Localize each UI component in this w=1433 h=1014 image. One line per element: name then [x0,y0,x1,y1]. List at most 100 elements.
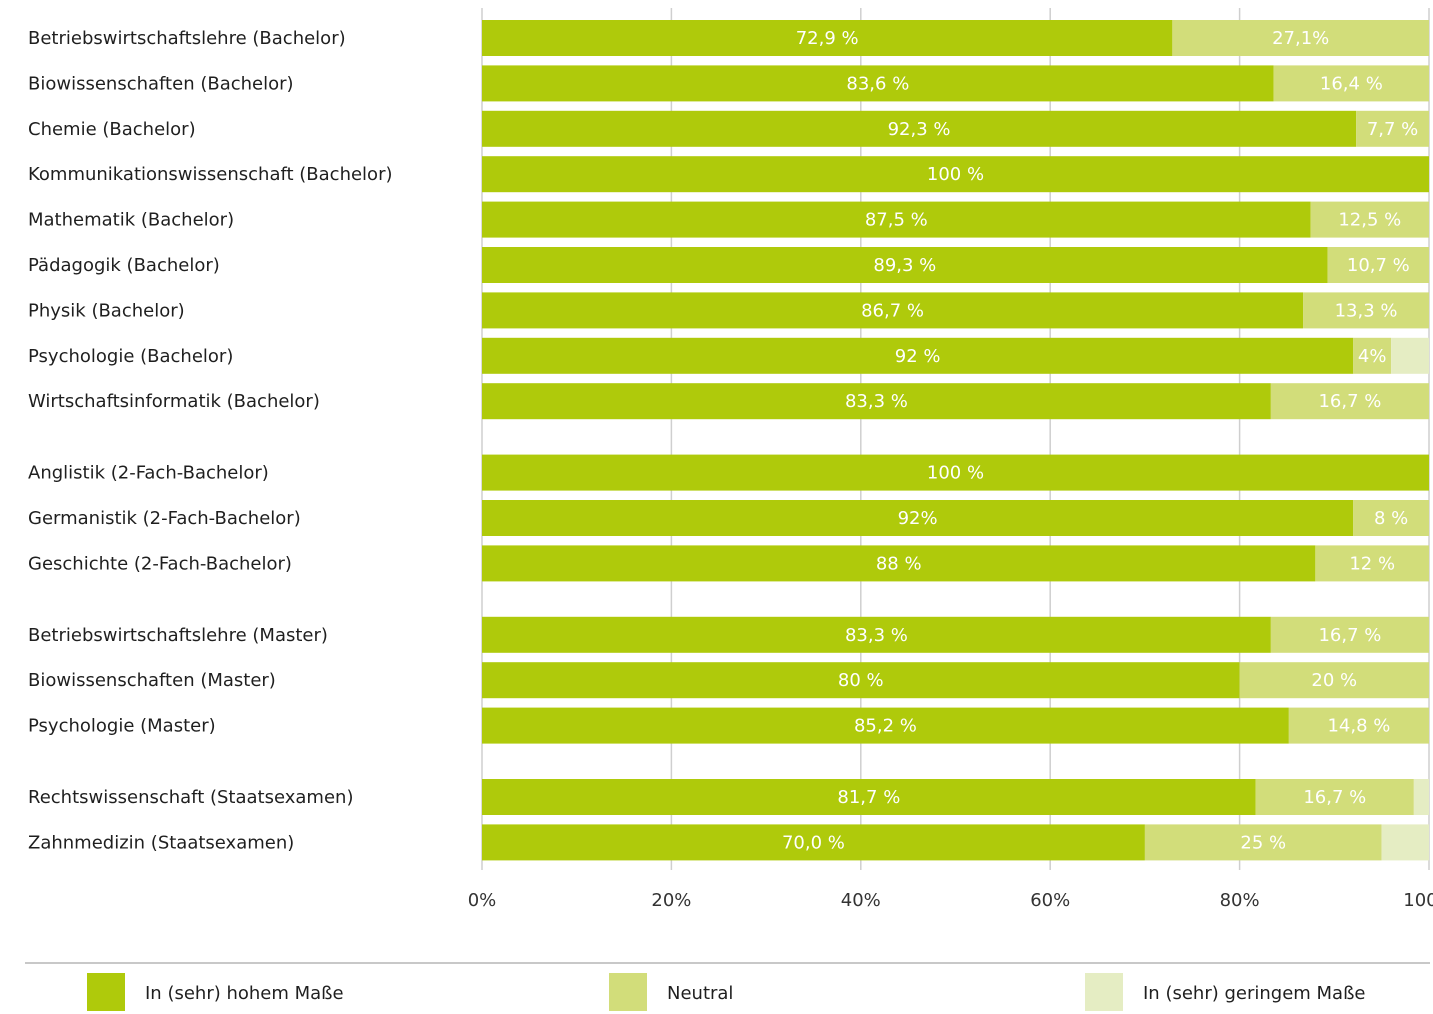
bar-value-label: 7,7 % [1367,119,1418,140]
bar-value-label: 80 % [838,670,884,691]
x-tick-label: 60% [1030,890,1070,911]
legend-label: In (sehr) hohem Maße [145,983,344,1004]
bar-segment-2 [1255,779,1414,815]
bar-value-label: 16,7 % [1303,787,1366,808]
category-label: Betriebswirtschaftslehre (Bachelor) [28,28,346,49]
legend-swatch [87,973,125,1011]
bar-segment-1 [482,545,1316,582]
category-label: Pädagogik (Bachelor) [28,255,220,276]
category-label: Rechtswissenschaft (Staatsexamen) [28,787,353,808]
bar-segment-2 [1273,65,1429,102]
legend-swatch [609,973,647,1011]
x-tick-label: 80% [1220,890,1260,911]
x-tick-label: 40% [841,890,881,911]
bar-value-label: 16,7 % [1318,391,1381,412]
bar-segment-1 [482,247,1328,283]
bar-value-label: 81,7 % [837,787,900,808]
bar-segment-2 [1303,292,1429,329]
bar-value-label: 4% [1358,346,1387,367]
bar-segment-1 [482,500,1354,536]
bar-value-label: 70,0 % [782,832,845,853]
bar-value-label: 92 % [895,346,941,367]
bars: 72,9 % 27,1% 83,6 % 16,4 % 92,3 % 7,7 % 100 % 8… [482,20,1429,861]
bar-segment-1 [482,383,1271,420]
bar-segment-1 [482,65,1274,102]
bar-segment-2 [1270,383,1429,420]
category-label: Biowissenschaften (Bachelor) [28,73,294,94]
bar-segment-3 [1413,779,1429,815]
category-label: Kommunikationswissenschaft (Bachelor) [28,164,393,185]
bar-segment-1 [482,20,1173,56]
bar-segment-2 [1356,110,1429,147]
bar-segment-2 [1353,337,1392,374]
bar-segment-2 [1353,500,1429,536]
bar-value-label: 25 % [1240,832,1286,853]
bar-value-label: 10,7 % [1347,255,1410,276]
bar-value-label: 86,7 % [861,300,924,321]
category-labels: Betriebswirtschaftslehre (Bachelor) Biowi… [28,28,393,853]
category-label: Psychologie (Master) [28,716,216,737]
category-label: Betriebswirtschaftslehre (Master) [28,625,328,646]
bar-value-label: 85,2 % [854,716,917,737]
bar-segment-2 [1144,824,1382,861]
bar-segment-2 [1270,616,1429,653]
bar-value-label: 8 % [1374,508,1408,529]
x-tick-label: 0% [468,890,497,911]
bar-segment-1 [482,201,1311,238]
x-tick-label: 100% [1403,890,1433,911]
bar-value-label: 27,1% [1272,28,1329,49]
bar-value-label: 100 % [927,463,984,484]
bar-value-label: 92% [898,508,938,529]
bar-segment-1 [482,292,1304,329]
bar-value-label: 13,3 % [1335,300,1398,321]
bar-segment-1 [482,454,1429,491]
category-label: Anglistik (2-Fach-Bachelor) [28,463,269,484]
legend: In (sehr) hohem Maße Neutral In (sehr) ger… [87,973,1366,1011]
bar-value-label: 16,4 % [1320,73,1383,94]
bar-segment-1 [482,707,1289,744]
bar-segment-2 [1288,707,1429,744]
bar-segment-1 [482,779,1256,815]
bar-value-label: 83,6 % [846,73,909,94]
bar-segment-2 [1172,20,1429,56]
bar-segment-1 [482,110,1357,147]
category-label: Physik (Bachelor) [28,300,185,321]
bar-value-label: 83,3 % [845,391,908,412]
category-label: Psychologie (Bachelor) [28,346,233,367]
category-label: Mathematik (Bachelor) [28,210,234,231]
bar-value-label: 92,3 % [888,119,951,140]
bar-segment-1 [482,616,1271,653]
bar-segment-3 [1391,337,1429,374]
bar-value-label: 16,7 % [1318,625,1381,646]
legend-label: Neutral [667,983,733,1004]
bar-segment-2 [1239,662,1429,699]
bar-value-label: 88 % [876,553,922,574]
bar-value-label: 14,8 % [1327,716,1390,737]
bar-value-label: 83,3 % [845,625,908,646]
bar-value-label: 12 % [1349,553,1395,574]
bar-segment-2 [1315,545,1429,582]
legend-label: In (sehr) geringem Maße [1143,983,1366,1004]
x-tick-label: 20% [651,890,691,911]
category-label: Chemie (Bachelor) [28,119,196,140]
bar-segment-1 [482,824,1145,861]
category-label: Germanistik (2-Fach-Bachelor) [28,508,301,529]
bar-value-label: 87,5 % [865,210,928,231]
legend-swatch [1085,973,1123,1011]
category-label: Biowissenschaften (Master) [28,670,276,691]
bar-value-label: 12,5 % [1338,210,1401,231]
bar-segment-3 [1381,824,1429,861]
category-label: Geschichte (2-Fach-Bachelor) [28,553,292,574]
bar-value-label: 89,3 % [873,255,936,276]
bar-value-label: 20 % [1311,670,1357,691]
category-label: Wirtschaftsinformatik (Bachelor) [28,391,320,412]
x-axis-ticks: 0% 20% 40% 60% 80% 100% [468,890,1433,911]
bar-segment-1 [482,662,1240,699]
bar-segment-1 [482,337,1354,374]
category-label: Zahnmedizin (Staatsexamen) [28,832,294,853]
bar-segment-1 [482,156,1429,193]
bar-segment-2 [1327,247,1429,283]
bar-value-label: 100 % [927,164,984,185]
bar-segment-2 [1310,201,1429,238]
